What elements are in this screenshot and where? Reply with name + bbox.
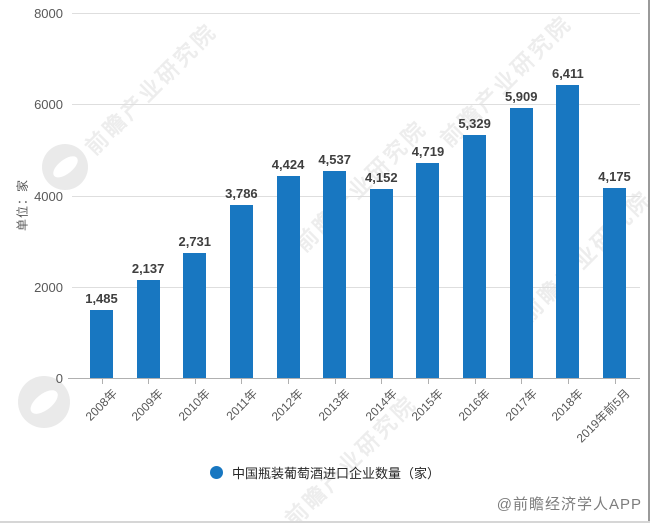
gridline bbox=[72, 195, 640, 197]
legend: 中国瓶装葡萄酒进口企业数量（家） bbox=[0, 463, 650, 482]
y-tick-label: 0 bbox=[55, 371, 63, 386]
x-axis-label: 2008年 bbox=[82, 386, 120, 424]
x-axis-label: 2009年 bbox=[129, 386, 167, 424]
bar-value-label: 2,137 bbox=[131, 261, 165, 277]
axis-tick bbox=[194, 378, 196, 384]
bar-value-label: 6,411 bbox=[551, 66, 584, 82]
x-axis-label: 2011年 bbox=[223, 386, 260, 424]
x-axis-label: 2015年 bbox=[409, 386, 447, 424]
bar-value-label: 4,152 bbox=[365, 169, 398, 185]
watermark-text: 前瞻产业研究院 bbox=[80, 18, 222, 160]
source-credit: @前瞻经济学人APP bbox=[496, 496, 642, 513]
bar bbox=[183, 253, 207, 378]
watermark-logo-icon bbox=[42, 144, 88, 190]
bar bbox=[323, 170, 347, 378]
bottom-border bbox=[0, 521, 650, 523]
bar bbox=[463, 134, 487, 378]
bar-value-label: 5,329 bbox=[458, 115, 491, 131]
axis-tick bbox=[241, 378, 243, 384]
x-axis-label: 2010年 bbox=[175, 386, 214, 424]
bar bbox=[369, 188, 393, 378]
bar bbox=[276, 176, 300, 378]
axis-tick bbox=[521, 378, 523, 384]
y-tick-label: 2000 bbox=[34, 279, 63, 295]
bar bbox=[229, 205, 253, 378]
gridline bbox=[72, 286, 640, 288]
bar-value-label: 3,786 bbox=[225, 186, 258, 202]
axis-tick bbox=[101, 378, 103, 384]
y-axis-title: 单位：家 bbox=[15, 178, 30, 232]
bar-value-label: 4,424 bbox=[271, 157, 305, 173]
x-axis-label: 2014年 bbox=[362, 386, 400, 424]
right-border bbox=[648, 0, 650, 523]
legend-label: 中国瓶装葡萄酒进口企业数量（家） bbox=[231, 466, 440, 481]
x-axis-label: 2012年 bbox=[269, 386, 307, 424]
bar-value-label: 2,731 bbox=[178, 234, 212, 250]
x-axis-line bbox=[68, 378, 640, 379]
axis-tick bbox=[288, 378, 290, 384]
y-tick-label: 6000 bbox=[34, 97, 63, 113]
y-tick-label: 4000 bbox=[34, 188, 63, 204]
axis-tick bbox=[614, 378, 616, 384]
y-tick-label: 8000 bbox=[34, 6, 63, 21]
legend-marker-icon bbox=[209, 466, 223, 479]
bar bbox=[603, 187, 627, 378]
x-axis-label: 2016年 bbox=[455, 386, 493, 424]
axis-tick bbox=[427, 378, 429, 384]
x-axis-label: 2018年 bbox=[548, 386, 587, 424]
watermark-text: 前瞻产业研究院 bbox=[280, 390, 422, 523]
axis-tick bbox=[334, 378, 336, 384]
x-axis-label: 2017年 bbox=[502, 386, 540, 424]
gridline bbox=[72, 13, 640, 14]
bar bbox=[509, 108, 533, 378]
bar-value-label: 4,175 bbox=[598, 168, 631, 184]
gridline bbox=[72, 104, 640, 106]
axis-tick bbox=[381, 378, 383, 384]
bar-value-label: 4,719 bbox=[411, 143, 445, 159]
axis-tick bbox=[148, 378, 150, 384]
bar-value-label: 1,485 bbox=[85, 291, 118, 307]
x-axis-label: 2013年 bbox=[315, 386, 354, 424]
bar bbox=[90, 310, 113, 378]
watermark-text: 前瞻产业研究院 bbox=[290, 115, 432, 257]
axis-tick bbox=[567, 378, 569, 384]
bar bbox=[136, 280, 160, 378]
bar-value-label: 5,909 bbox=[504, 89, 538, 105]
bar bbox=[416, 162, 440, 378]
bar-value-label: 4,537 bbox=[318, 151, 351, 167]
bar bbox=[556, 85, 580, 378]
axis-tick bbox=[474, 378, 476, 384]
